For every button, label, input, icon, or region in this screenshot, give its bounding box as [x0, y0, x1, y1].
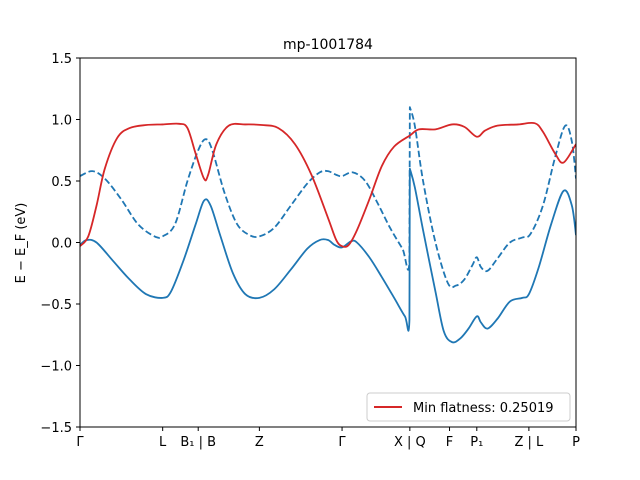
y-tick-label: 0.5	[51, 175, 72, 190]
plot-frame	[79, 57, 577, 428]
x-tick-label: P₁	[470, 435, 483, 450]
plot-area	[80, 106, 576, 344]
x-tick-label: Z | L	[514, 435, 544, 450]
series-line-blue-dashed	[80, 106, 576, 289]
x-tick-label: B₁ | B	[180, 435, 216, 450]
y-tick-label: −0.5	[40, 298, 72, 313]
x-axis: Γ L B₁ | B Z Γ X | Q F P₁ Z | L P	[76, 427, 580, 450]
y-tick-label: 0.0	[51, 237, 72, 252]
y-axis: 1.5 1.0 0.5 0.0 −0.5 −1.0 −1.5	[40, 52, 80, 436]
y-tick-label: −1.5	[40, 421, 72, 436]
x-tick-label: Z	[255, 435, 264, 450]
y-axis-label: E − E_F (eV)	[14, 203, 29, 284]
y-tick-label: 1.0	[51, 114, 72, 129]
x-tick-label: L	[159, 435, 167, 450]
x-tick-label: Γ	[76, 435, 84, 450]
legend-label: Min flatness: 0.25019	[413, 401, 554, 416]
y-tick-label: 1.5	[51, 52, 72, 67]
chart-title: mp-1001784	[283, 37, 373, 53]
legend: Min flatness: 0.25019	[366, 392, 571, 422]
x-tick-label: Γ	[338, 435, 346, 450]
x-tick-label: X | Q	[394, 435, 426, 450]
series-line-blue-solid	[80, 167, 576, 344]
series-line-red	[80, 121, 576, 248]
x-tick-label: F	[446, 435, 453, 450]
y-tick-label: −1.0	[40, 360, 72, 375]
legend-box	[366, 392, 571, 422]
x-tick-label: P	[572, 435, 580, 450]
